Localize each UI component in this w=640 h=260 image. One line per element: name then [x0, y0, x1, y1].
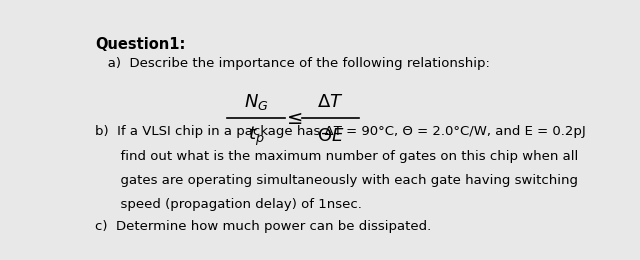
Text: gates are operating simultaneously with each gate having switching: gates are operating simultaneously with …: [95, 174, 578, 187]
Text: b)  If a VLSI chip in a package has ΔT = 90°C, Θ = 2.0°C/W, and E = 0.2pJ: b) If a VLSI chip in a package has ΔT = …: [95, 125, 586, 138]
Text: $\leq$: $\leq$: [284, 110, 303, 128]
Text: Question1:: Question1:: [95, 37, 185, 52]
Text: $\Delta T$: $\Delta T$: [317, 93, 344, 111]
Text: find out what is the maximum number of gates on this chip when all: find out what is the maximum number of g…: [95, 150, 578, 163]
Text: $t_p$: $t_p$: [248, 125, 264, 148]
Text: $\Theta E$: $\Theta E$: [317, 127, 344, 145]
Text: a)  Describe the importance of the following relationship:: a) Describe the importance of the follow…: [95, 57, 490, 70]
Text: c)  Determine how much power can be dissipated.: c) Determine how much power can be dissi…: [95, 220, 431, 233]
Text: $N_G$: $N_G$: [244, 92, 268, 112]
Text: speed (propagation delay) of 1nsec.: speed (propagation delay) of 1nsec.: [95, 198, 362, 211]
